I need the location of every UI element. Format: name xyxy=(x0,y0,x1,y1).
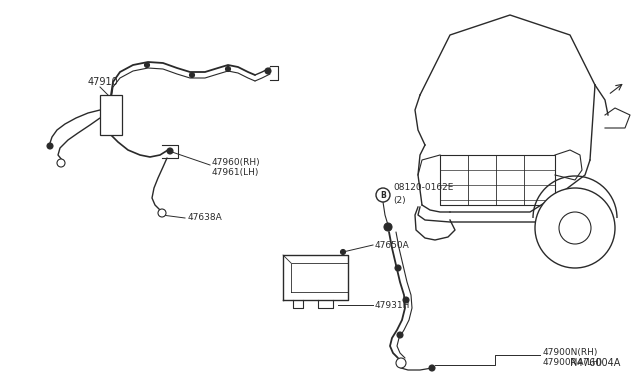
Circle shape xyxy=(47,143,53,149)
Circle shape xyxy=(395,265,401,271)
Circle shape xyxy=(340,250,346,254)
Circle shape xyxy=(403,297,409,303)
Text: 47910: 47910 xyxy=(88,77,119,87)
Circle shape xyxy=(57,159,65,167)
Circle shape xyxy=(384,223,392,231)
Text: 47960(RH): 47960(RH) xyxy=(212,157,260,167)
Circle shape xyxy=(265,68,271,74)
Text: 47961(LH): 47961(LH) xyxy=(212,169,259,177)
Circle shape xyxy=(225,67,230,71)
Circle shape xyxy=(397,332,403,338)
Text: 08120-0162E: 08120-0162E xyxy=(393,183,453,192)
Text: 47650A: 47650A xyxy=(375,241,410,250)
Text: 47900NA(LH): 47900NA(LH) xyxy=(543,359,604,368)
Text: B: B xyxy=(380,190,386,199)
Text: R476004A: R476004A xyxy=(570,358,620,368)
Circle shape xyxy=(145,62,150,67)
Circle shape xyxy=(167,148,173,154)
Circle shape xyxy=(396,358,406,368)
Circle shape xyxy=(376,188,390,202)
Circle shape xyxy=(429,365,435,371)
Text: 47931H: 47931H xyxy=(375,301,410,310)
Ellipse shape xyxy=(535,188,615,268)
Ellipse shape xyxy=(559,212,591,244)
Text: 47638A: 47638A xyxy=(188,214,223,222)
Circle shape xyxy=(189,73,195,77)
Text: 47900N(RH): 47900N(RH) xyxy=(543,347,598,356)
Circle shape xyxy=(158,209,166,217)
Text: (2): (2) xyxy=(393,196,406,205)
Bar xyxy=(100,95,122,135)
